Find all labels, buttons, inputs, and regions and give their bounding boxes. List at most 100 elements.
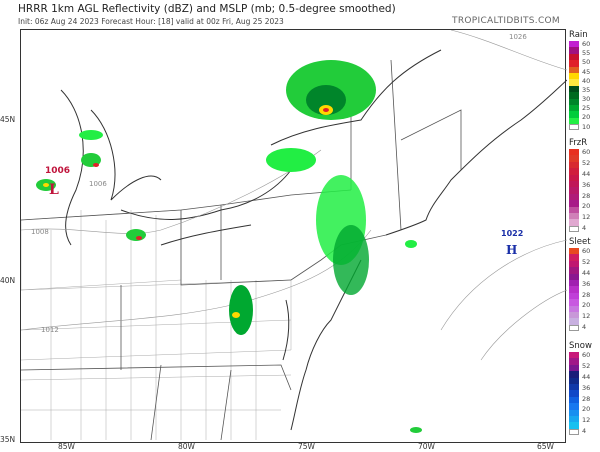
legend-swatch <box>569 286 579 293</box>
map-subtitle: Init: 06z Aug 24 2023 Forecast Hour: [18… <box>18 17 284 26</box>
legend-swatch <box>569 415 579 423</box>
legend-level: 20 <box>582 405 591 414</box>
state-borders <box>20 59 462 441</box>
isobar-label: 1012 <box>41 326 59 334</box>
legend-swatch <box>569 47 579 54</box>
legend-swatch <box>569 187 579 194</box>
legend-swatch <box>569 66 579 73</box>
legend-level: 4 <box>582 323 587 332</box>
legend-level: 60 <box>582 247 591 255</box>
lon-label: 65W <box>537 442 554 451</box>
legend-level: 40 <box>582 76 591 85</box>
coastline <box>60 49 568 431</box>
lat-label: 40N <box>0 276 16 285</box>
legend-level: 12 <box>582 416 591 425</box>
legend-swatch <box>569 390 579 397</box>
legend-level: 50 <box>582 58 591 67</box>
legend-swatch <box>569 377 579 384</box>
high-pressure-value: 1022 <box>501 229 523 238</box>
legend-swatch <box>569 180 579 188</box>
legend-swatch <box>569 403 579 410</box>
legend-swatch <box>569 60 579 67</box>
legend-level: 30 <box>582 95 591 104</box>
lon-label: 70W <box>418 442 435 451</box>
legend-swatch <box>569 396 579 404</box>
legend-level: 36 <box>582 180 591 189</box>
legend-level: 28 <box>582 394 591 403</box>
legend-swatch <box>569 267 579 274</box>
lon-label: 80W <box>178 442 195 451</box>
legend-level: 60 <box>582 40 591 48</box>
legend-sleet: Sleet 60 52 44 36 28 20 12 4 <box>569 237 599 332</box>
legend-swatch <box>569 311 579 319</box>
legend-swatch <box>569 383 579 391</box>
legend-title: Snow <box>569 341 592 351</box>
legend-swatch <box>569 371 579 378</box>
legend-swatch <box>569 193 579 201</box>
legend-level: 44 <box>582 372 591 381</box>
legend-swatch <box>569 149 579 156</box>
map-title: HRRR 1km AGL Reflectivity (dBZ) and MSLP… <box>18 3 396 15</box>
legend-swatch <box>569 155 579 162</box>
legend-swatch <box>569 422 579 429</box>
legend-swatch <box>569 212 579 220</box>
legend-level: 28 <box>582 191 591 200</box>
legend-swatch <box>569 273 579 280</box>
legend-level: 4 <box>582 427 587 436</box>
legend-swatch <box>569 299 579 306</box>
legend-swatch <box>569 364 579 372</box>
isobar-label: 1008 <box>31 228 49 236</box>
legend-level: 55 <box>582 49 591 58</box>
legend-swatch <box>569 111 579 118</box>
legend-snow: Snow 60 52 44 36 28 20 12 4 <box>569 341 599 436</box>
legend-swatch <box>569 279 579 287</box>
legend-swatch <box>569 79 579 86</box>
lon-label: 75W <box>298 442 315 451</box>
legend-swatch <box>569 124 579 131</box>
map-panel: 1006 1008 1012 1026 1006 L 1022 H <box>20 29 568 443</box>
legend-swatch <box>569 248 579 255</box>
legend-level: 60 <box>582 148 591 156</box>
map-canvas: 1006 1008 1012 1026 1006 L 1022 H <box>20 29 568 441</box>
reflectivity-echoes <box>36 60 422 433</box>
high-pressure-symbol: H <box>506 243 517 257</box>
legend-level: 28 <box>582 290 591 299</box>
legend-swatch <box>569 41 579 48</box>
legend-level: 36 <box>582 279 591 288</box>
legend-rain: Rain 60 55 50 45 40 35 30 25 20 10 <box>569 30 599 131</box>
isobar-label: 1026 <box>509 33 527 41</box>
legend-swatch <box>569 104 579 112</box>
legend-swatch <box>569 324 579 332</box>
legend-swatch <box>569 428 579 436</box>
legend-level: 25 <box>582 104 591 113</box>
legend-swatch <box>569 358 579 365</box>
legend-level: 20 <box>582 113 591 122</box>
legend-level: 4 <box>582 224 587 233</box>
legend-swatch <box>569 292 579 300</box>
legend-level: 36 <box>582 383 591 392</box>
legend-swatch <box>569 225 579 233</box>
legend-swatch <box>569 174 579 181</box>
legend-swatch <box>569 168 579 175</box>
legend-level: 10 <box>582 122 591 131</box>
low-pressure-value: 1006 <box>45 166 70 176</box>
legend-swatch <box>569 305 579 312</box>
legend-frzr: FrzR 60 52 44 36 28 20 12 4 <box>569 138 599 233</box>
legend-level: 52 <box>582 361 591 370</box>
legend-level: 52 <box>582 257 591 266</box>
legend-swatch <box>569 161 579 169</box>
legend-swatch <box>569 260 579 268</box>
legend-title: Sleet <box>569 237 591 247</box>
legend-swatch <box>569 206 579 213</box>
legend-swatch <box>569 200 579 207</box>
lon-label: 85W <box>58 442 75 451</box>
legend-swatch <box>569 53 579 61</box>
legend-level: 20 <box>582 301 591 310</box>
legend-title: Rain <box>569 30 588 40</box>
legend-swatch <box>569 92 579 99</box>
legend-swatch <box>569 98 579 105</box>
legend-swatch <box>569 85 579 93</box>
legend-level: 45 <box>582 67 591 76</box>
lat-label: 45N <box>0 115 16 124</box>
